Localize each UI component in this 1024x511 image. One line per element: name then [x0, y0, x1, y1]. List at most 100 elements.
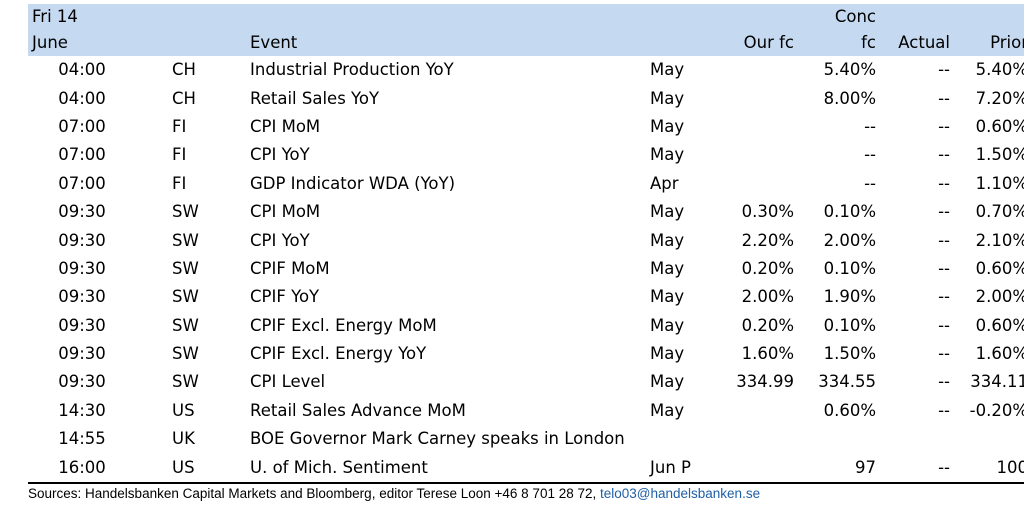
country-cell: SW: [172, 372, 199, 392]
our-fc-cell: 334.99: [736, 372, 794, 392]
country-cell: CH: [172, 88, 196, 108]
conc-fc-cell: 0.10%: [823, 202, 876, 222]
our-fc-cell: [712, 84, 798, 112]
editor-email-link[interactable]: telo03@handelsbanken.se: [600, 486, 761, 501]
conc-fc-header-bottom: fc: [798, 30, 880, 56]
time-cell: 09:30: [58, 258, 106, 278]
table-row: 07:00 FI CPI YoY May -- -- 1.50%: [28, 141, 1024, 169]
country-cell: US: [172, 400, 195, 420]
country-cell: SW: [172, 230, 199, 250]
country-cell: SW: [172, 315, 199, 335]
actual-cell: --: [938, 372, 950, 392]
header-row-2: June Event Our fc fc Actual Prior: [28, 30, 1024, 56]
prior-cell: [954, 425, 1024, 453]
prior-cell: 1.60%: [975, 344, 1024, 364]
our-fc-cell: 0.30%: [741, 202, 794, 222]
period-cell: May: [650, 315, 685, 335]
conc-fc-cell: --: [864, 145, 876, 165]
conc-fc-cell: 8.00%: [823, 88, 876, 108]
prior-cell: 7.20%: [975, 88, 1024, 108]
calendar-table: Fri 14 Conc June Event Our fc fc Actual …: [28, 4, 1024, 484]
actual-cell: [880, 425, 954, 453]
prior-column-header: Prior: [954, 30, 1024, 56]
table-row: 04:00 CH Retail Sales YoY May 8.00% -- 7.20%: [28, 84, 1024, 112]
period-cell: Jun P: [644, 453, 712, 484]
prior-cell: 334.11: [970, 372, 1024, 392]
prior-cell: 0.60%: [975, 315, 1024, 335]
period-cell: May: [650, 202, 685, 222]
period-cell: May: [650, 230, 685, 250]
header-blank: [880, 4, 954, 30]
event-cell: CPI YoY: [250, 145, 310, 165]
time-cell: 04:00: [58, 60, 106, 80]
actual-cell: --: [938, 287, 950, 307]
actual-column-header: Actual: [880, 30, 954, 56]
actual-cell: --: [880, 453, 954, 484]
our-fc-cell: 1.60%: [741, 344, 794, 364]
conc-fc-cell: 334.55: [818, 372, 876, 392]
our-fc-cell: [712, 453, 798, 484]
header-blank: [120, 4, 246, 30]
country-cell: FI: [172, 145, 187, 165]
our-fc-cell: [712, 141, 798, 169]
event-column-header: Event: [246, 30, 644, 56]
conc-fc-header-top: Conc: [798, 4, 880, 30]
event-cell: CPI MoM: [250, 202, 321, 222]
period-cell: May: [650, 372, 685, 392]
table-row: 14:55 UK BOE Governor Mark Carney speaks i…: [28, 425, 1024, 453]
country-cell: SW: [172, 258, 199, 278]
actual-cell: --: [938, 258, 950, 278]
header-blank: [712, 4, 798, 30]
time-cell: 09:30: [58, 202, 106, 222]
period-cell: May: [650, 116, 685, 136]
prior-cell: 0.70%: [975, 202, 1024, 222]
table-row: 04:00 CH Industrial Production YoY May 5.40%…: [28, 56, 1024, 84]
event-cell: CPI YoY: [250, 230, 310, 250]
country-cell: SW: [172, 287, 199, 307]
event-cell: CPI MoM: [250, 116, 321, 136]
prior-cell: 0.60%: [975, 258, 1024, 278]
actual-cell: --: [938, 173, 950, 193]
event-cell: CPIF Excl. Energy MoM: [250, 315, 437, 335]
prior-cell: 100: [954, 453, 1024, 484]
period-cell: Apr: [650, 173, 679, 193]
table-body: 04:00 CH Industrial Production YoY May 5.40%…: [28, 56, 1024, 484]
prior-cell: 5.40%: [975, 60, 1024, 80]
period-cell: May: [650, 88, 685, 108]
conc-fc-cell: 0.10%: [823, 315, 876, 335]
our-fc-cell: [712, 425, 798, 453]
conc-fc-cell: --: [864, 116, 876, 136]
table-row: 07:00 FI GDP Indicator WDA (YoY) Apr -- -- 1.1…: [28, 170, 1024, 198]
event-cell: CPI Level: [250, 372, 326, 392]
sources-footer: Sources: Handelsbanken Capital Markets a…: [28, 486, 760, 501]
conc-fc-cell: 1.50%: [823, 344, 876, 364]
actual-cell: --: [938, 344, 950, 364]
period-cell: May: [650, 344, 685, 364]
conc-fc-cell: --: [864, 173, 876, 193]
header-row-1: Fri 14 Conc: [28, 4, 1024, 30]
event-cell: GDP Indicator WDA (YoY): [250, 173, 456, 193]
header-blank: [644, 30, 712, 56]
table-header: Fri 14 Conc June Event Our fc fc Actual …: [28, 4, 1024, 56]
event-cell: CPIF YoY: [250, 287, 320, 307]
time-cell: 07:00: [58, 145, 106, 165]
conc-fc-cell: [798, 425, 880, 453]
event-cell: Retail Sales YoY: [250, 88, 380, 108]
our-fc-cell: [712, 397, 798, 425]
period-cell: May: [650, 400, 685, 420]
actual-cell: --: [938, 145, 950, 165]
actual-cell: --: [938, 202, 950, 222]
header-blank: [120, 30, 246, 56]
table-row: 16:00 US U. of Mich. Sentiment Jun P 97 -- 100: [28, 453, 1024, 484]
our-fc-cell: 2.20%: [741, 230, 794, 250]
conc-fc-cell: 5.40%: [823, 60, 876, 80]
time-cell: 07:00: [58, 173, 106, 193]
table-row: 09:30 SW CPIF YoY May 2.00% 1.90% -- 2.00%: [28, 283, 1024, 311]
header-blank: [246, 4, 644, 30]
time-cell: 09:30: [58, 287, 106, 307]
time-cell: 09:30: [58, 315, 106, 335]
table-row: 09:30 SW CPIF Excl. Energy YoY May 1.60% 1.50…: [28, 340, 1024, 368]
period-cell: [644, 425, 712, 453]
prior-cell: 1.10%: [975, 173, 1024, 193]
period-cell: May: [650, 258, 685, 278]
